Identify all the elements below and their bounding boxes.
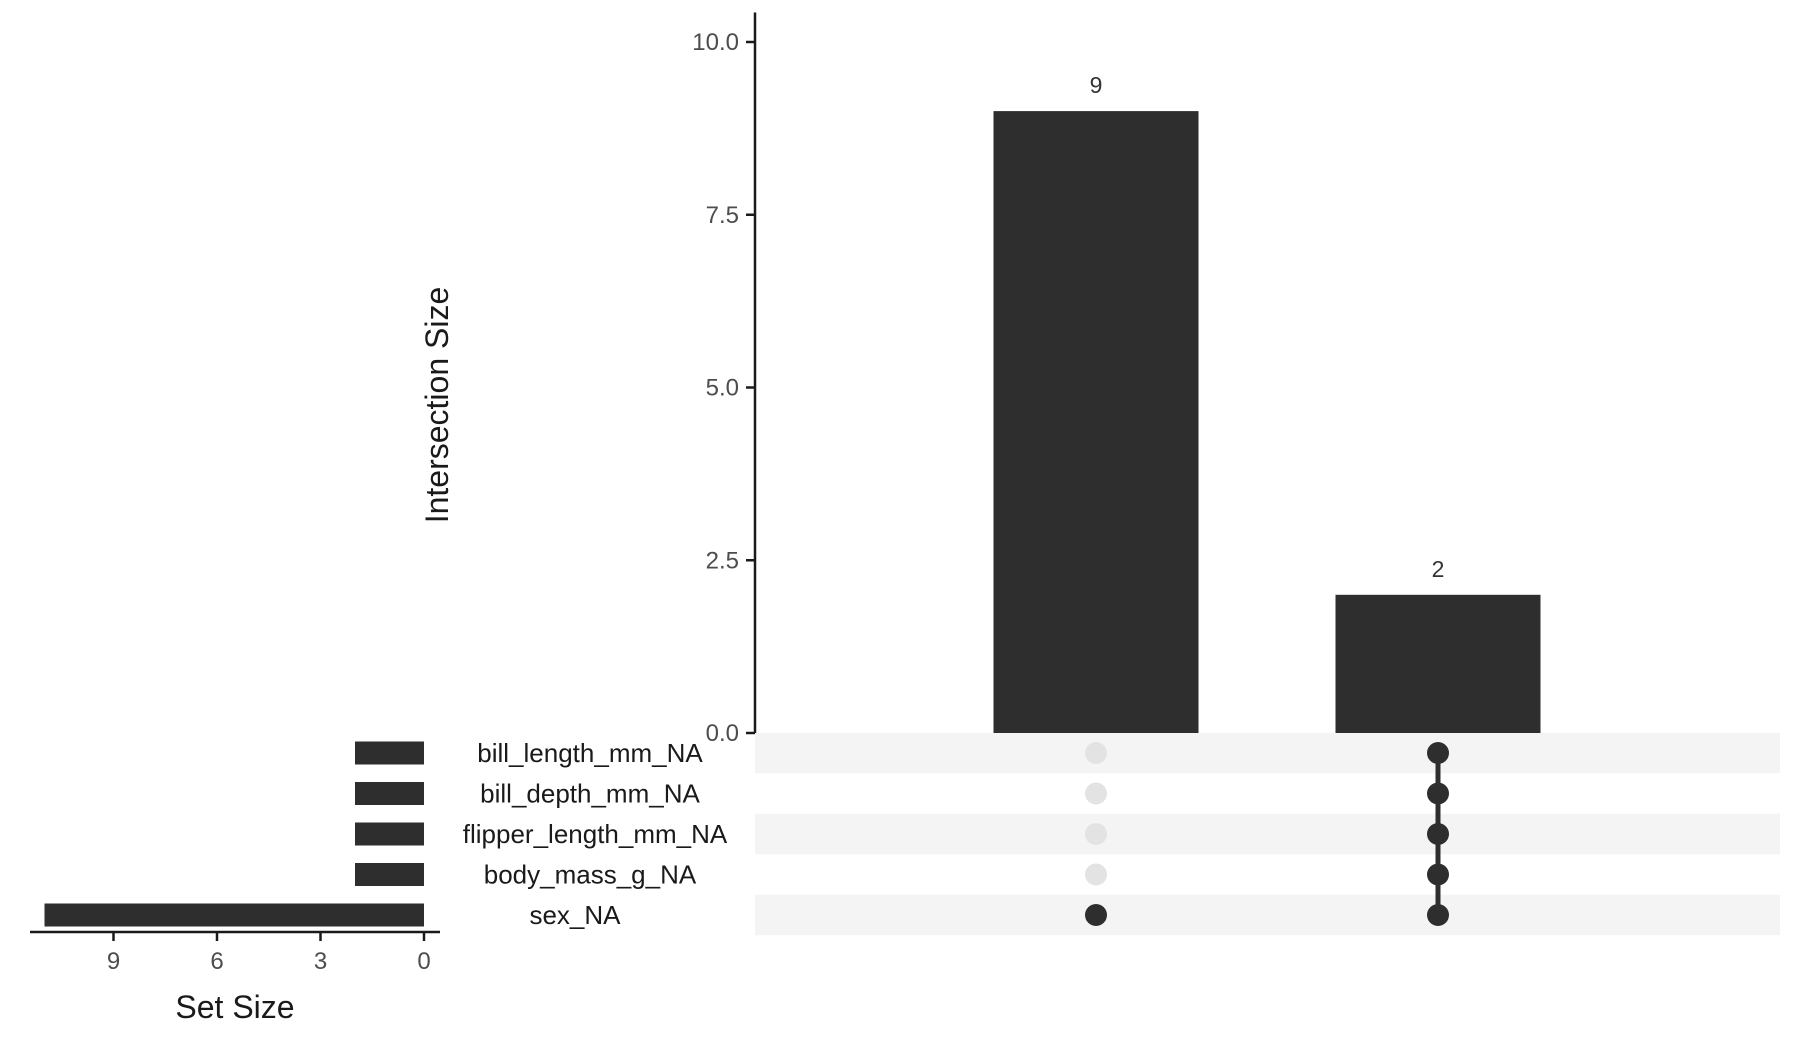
set-size-axis-tick-label: 6 bbox=[210, 948, 223, 975]
matrix-dot-active bbox=[1085, 904, 1107, 926]
matrix-dot-inactive bbox=[1085, 742, 1107, 764]
matrix-dot-inactive bbox=[1085, 823, 1107, 845]
intersection-size-axis: 0.0 2.5 5.0 7.5 10.0 bbox=[692, 12, 757, 747]
intersection-axis-tick-label: 0.0 bbox=[706, 720, 739, 747]
matrix-dot-active bbox=[1427, 823, 1449, 845]
matrix-dot-inactive bbox=[1085, 863, 1107, 886]
set-label: flipper_length_mm_NA bbox=[463, 819, 728, 849]
set-size-axis-tick-label: 0 bbox=[417, 948, 430, 975]
set-label: sex_NA bbox=[529, 900, 621, 930]
set-label: bill_depth_mm_NA bbox=[480, 779, 700, 809]
set-size-bar bbox=[44, 903, 424, 927]
set-size-axis-tick-label: 9 bbox=[107, 948, 120, 975]
matrix-dot-active bbox=[1427, 742, 1449, 764]
intersection-bar bbox=[1335, 594, 1541, 733]
intersection-matrix bbox=[1085, 742, 1449, 926]
intersection-axis-tick-label: 2.5 bbox=[706, 547, 739, 574]
intersection-bars: 92 bbox=[993, 72, 1541, 734]
intersection-bar bbox=[993, 111, 1199, 734]
intersection-axis-tick-label: 10.0 bbox=[692, 29, 739, 56]
matrix-dot-active bbox=[1427, 904, 1449, 926]
set-size-axis-title: Set Size bbox=[175, 989, 294, 1025]
set-size-bar bbox=[355, 782, 424, 805]
matrix-dot-active bbox=[1427, 863, 1449, 886]
intersection-axis-tick-label: 5.0 bbox=[706, 375, 739, 402]
set-label: bill_length_mm_NA bbox=[477, 738, 703, 768]
set-label: body_mass_g_NA bbox=[484, 860, 697, 890]
matrix-stripe bbox=[755, 732, 1780, 774]
matrix-stripe bbox=[755, 813, 1780, 855]
matrix-dot-inactive bbox=[1085, 782, 1107, 805]
intersection-axis-title: Intersection Size bbox=[419, 287, 455, 524]
set-size-bar bbox=[355, 741, 424, 765]
intersection-bar-label: 9 bbox=[1090, 72, 1103, 98]
set-size-axis-tick-label: 3 bbox=[314, 948, 327, 975]
set-labels: bill_length_mm_NA bill_depth_mm_NAflipper… bbox=[463, 738, 728, 930]
matrix-dot-active bbox=[1427, 782, 1449, 805]
intersection-axis-tick-label: 7.5 bbox=[706, 202, 739, 229]
set-size-bar bbox=[355, 822, 424, 846]
set-size-bars bbox=[44, 741, 424, 927]
matrix-stripe bbox=[755, 894, 1780, 936]
matrix-stripes bbox=[755, 732, 1780, 936]
set-size-bar bbox=[355, 863, 424, 886]
set-size-axis: 9 6 3 0 bbox=[30, 930, 440, 975]
intersection-bar-label: 2 bbox=[1432, 556, 1445, 582]
